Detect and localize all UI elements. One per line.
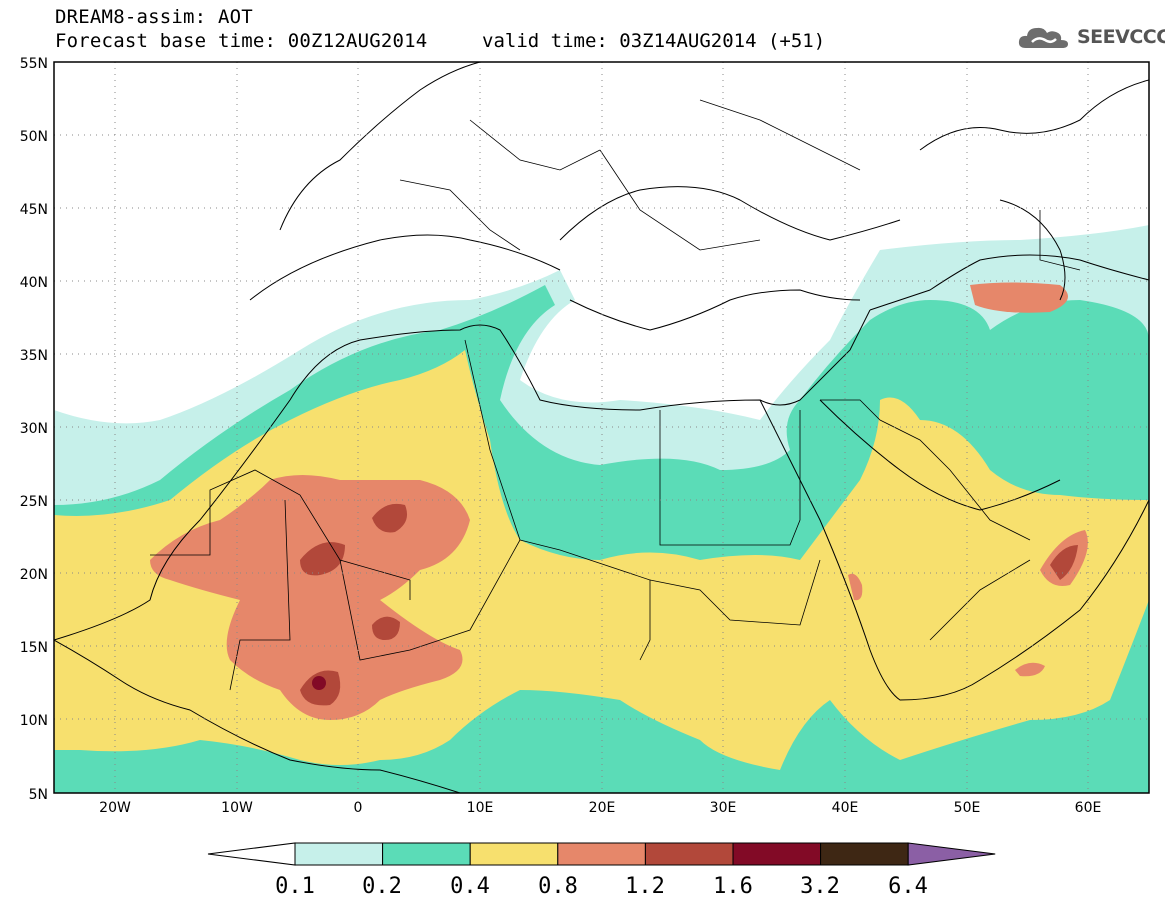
aot-band-0.8 <box>848 573 863 601</box>
colorbar-segment <box>294 842 384 866</box>
lon-label: 30E <box>710 800 737 816</box>
colorbar-level: 3.2 <box>800 874 840 899</box>
lat-axis: 5N 10N 15N 20N 25N 30N 35N 40N 45N 50N 5… <box>20 56 48 803</box>
colorbar-level: 0.8 <box>538 874 578 899</box>
lat-label: 15N <box>20 640 48 656</box>
lat-label: 45N <box>20 202 48 218</box>
seevccc-logo: SEEVCCC <box>1018 22 1165 52</box>
colorbar-segment <box>644 842 734 866</box>
lon-label: 50E <box>954 800 981 816</box>
lat-label: 5N <box>29 787 48 803</box>
aot-band-1.2 <box>372 503 408 533</box>
lat-label: 10N <box>20 713 48 729</box>
lon-label: 60E <box>1075 800 1102 816</box>
colorbar-level: 0.4 <box>450 874 490 899</box>
forecast-base-time: Forecast base time: 00Z12AUG2014 <box>55 30 428 52</box>
colorbar-level: 1.2 <box>625 874 665 899</box>
lat-label: 40N <box>20 275 48 291</box>
lat-label: 20N <box>20 567 48 583</box>
cloud-icon <box>1018 27 1068 48</box>
aot-band-1.2 <box>372 616 400 640</box>
graticule <box>54 62 1149 793</box>
map-frame <box>53 61 1150 794</box>
lat-label: 55N <box>20 56 48 72</box>
lon-label: 10W <box>221 800 253 816</box>
lon-label: 40E <box>832 800 859 816</box>
aot-band-1.6 <box>312 676 326 690</box>
colorbar-segment <box>820 842 909 866</box>
aot-band-0.8 <box>970 282 1068 313</box>
lon-label: 20E <box>589 800 616 816</box>
lat-label: 30N <box>20 421 48 437</box>
coastlines <box>54 62 1149 793</box>
aot-band-1.2 <box>1050 545 1078 580</box>
valid-time: valid time: 03Z14AUG2014 (+51) <box>482 30 826 52</box>
colorbar-level: 6.4 <box>888 874 928 899</box>
colorbar-under-triangle <box>207 842 296 866</box>
lon-label: 0 <box>354 800 363 816</box>
aot-band-0.8 <box>1015 662 1045 677</box>
colorbar-level: 0.1 <box>275 874 315 899</box>
colorbar-segment <box>469 842 559 866</box>
aot-band-0.8 <box>150 475 470 720</box>
lat-label: 25N <box>20 494 48 510</box>
colorbar-level: 0.2 <box>362 874 402 899</box>
aot-field <box>54 225 1149 793</box>
lon-label: 20W <box>99 800 131 816</box>
colorbar-segment <box>557 842 646 866</box>
lat-label: 50N <box>20 129 48 145</box>
colorbar-segment <box>382 842 471 866</box>
map-title: DREAM8-assim: AOT <box>55 6 253 28</box>
lat-label: 35N <box>20 348 48 364</box>
lon-label: 10E <box>467 800 494 816</box>
colorbar-over-triangle <box>907 842 996 866</box>
colorbar-segment <box>732 842 822 866</box>
colorbar-level: 1.6 <box>713 874 753 899</box>
lon-axis: 20W 10W 0 10E 20E 30E 40E 50E 60E <box>99 800 1101 816</box>
